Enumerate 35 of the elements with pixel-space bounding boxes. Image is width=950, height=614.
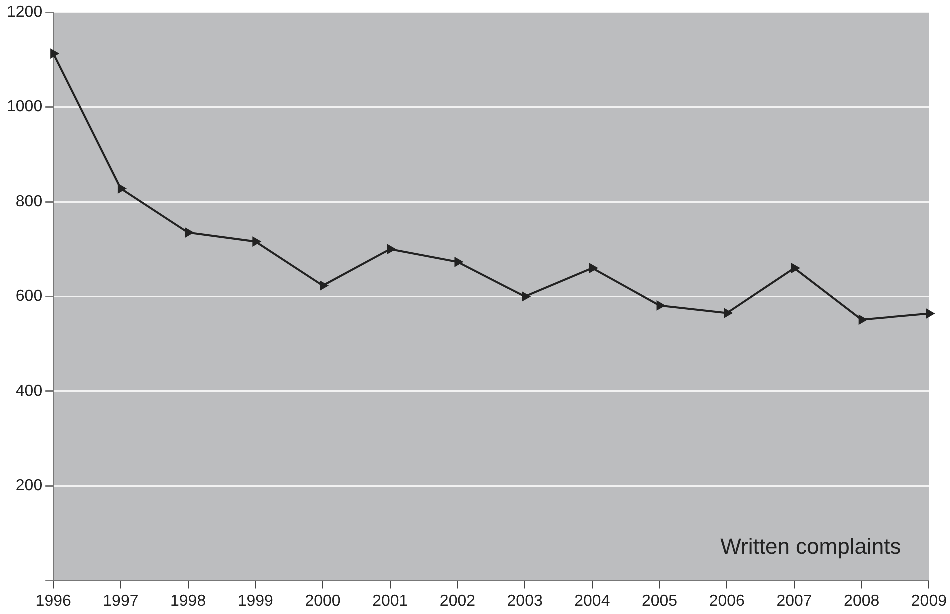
x-tick-label: 2002 [440,592,476,610]
y-tick-label: 800 [16,193,43,210]
y-tick-label: 600 [16,288,43,306]
x-tick-label: 2000 [305,592,341,610]
x-tick-label: 1999 [238,592,274,610]
point [589,264,598,273]
y-tick-label: 1000 [7,98,43,116]
point [724,308,732,318]
x-tick-label: 2004 [574,592,610,610]
x-tick-label: 1998 [170,592,206,610]
x-tick-label: 2003 [507,592,543,610]
point [387,244,396,254]
point [926,309,934,318]
point [50,49,59,58]
x-tick-label: 2006 [709,592,746,610]
point [656,301,665,310]
x-tick-label: 2008 [844,592,880,610]
x-tick-label: 2005 [642,592,678,610]
y-tick-label: 400 [16,382,43,400]
point [185,228,194,238]
point [320,281,328,290]
point [252,237,261,246]
point [858,315,867,324]
x-tick-label: 2007 [776,592,812,610]
y-tick-label: 1200 [7,4,43,22]
x-tick-label: 2009 [911,592,948,610]
point [454,258,463,267]
x-tick-label: 1997 [103,592,139,610]
point [522,292,530,302]
x-tick-label: 1996 [36,592,72,610]
x-tick-label: 2001 [372,592,408,610]
point [118,184,126,194]
annotation: Written complaints [720,534,902,559]
point [791,264,800,273]
y-tick-label: 200 [16,478,43,495]
